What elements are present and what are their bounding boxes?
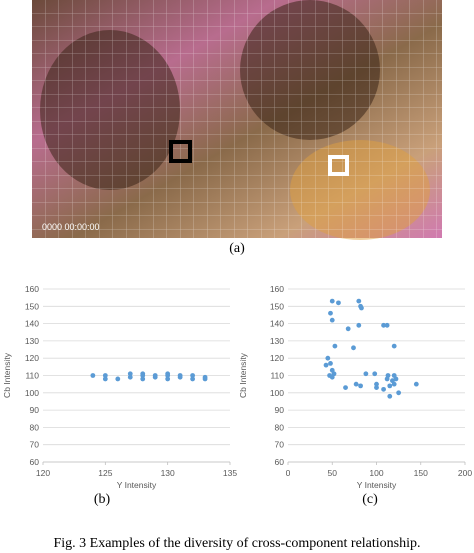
point	[329, 317, 335, 323]
point	[165, 371, 171, 377]
point	[127, 371, 133, 377]
y-tick-label: 80	[275, 422, 285, 432]
y-tick-label: 140	[270, 319, 284, 329]
point	[329, 298, 335, 304]
block-marker	[328, 155, 349, 176]
point	[165, 376, 171, 382]
y-tick-label: 110	[270, 371, 284, 381]
point	[140, 376, 146, 382]
y-tick-label: 90	[30, 405, 40, 415]
x-tick-label: 125	[98, 468, 112, 478]
x-tick-label: 200	[458, 468, 472, 478]
photo-grid	[32, 0, 442, 238]
x-axis-title: Y Intensity	[357, 480, 397, 490]
timestamp: 0000 00:00:00	[42, 222, 100, 232]
point	[190, 376, 196, 382]
point	[387, 393, 393, 399]
point	[329, 374, 335, 380]
point	[351, 345, 356, 351]
block-marker	[169, 140, 192, 163]
panel-label: (b)	[94, 492, 111, 507]
y-tick-label: 100	[25, 388, 39, 398]
y-tick-label: 80	[30, 422, 40, 432]
point	[413, 381, 419, 387]
point	[356, 298, 362, 304]
point	[387, 383, 393, 389]
point	[396, 390, 402, 396]
point	[359, 305, 364, 311]
point	[102, 373, 108, 378]
y-tick-label: 130	[270, 336, 284, 346]
point	[374, 381, 379, 387]
x-tick-label: 150	[414, 468, 428, 478]
x-tick-label: 120	[36, 468, 50, 478]
point	[358, 383, 363, 389]
point	[391, 381, 397, 387]
point	[336, 300, 341, 306]
photo: 0000 00:00:00	[32, 0, 442, 240]
point	[381, 322, 386, 328]
point	[384, 376, 390, 382]
y-tick-label: 110	[25, 371, 39, 381]
y-tick-label: 160	[25, 284, 39, 294]
point	[374, 385, 379, 391]
x-tick-label: 50	[328, 468, 338, 478]
point	[391, 343, 397, 349]
y-tick-label: 60	[275, 457, 285, 467]
y-tick-label: 100	[270, 388, 284, 398]
point	[102, 376, 108, 382]
x-axis-title: Y Intensity	[117, 480, 157, 490]
point	[381, 386, 386, 392]
y-tick-label: 150	[270, 301, 284, 311]
point	[343, 385, 348, 391]
x-tick-label: 135	[223, 468, 237, 478]
point	[115, 376, 121, 382]
y-tick-label: 90	[275, 405, 285, 415]
point	[177, 373, 183, 378]
y-tick-label: 150	[25, 301, 39, 311]
panel-label: (c)	[362, 492, 378, 507]
point	[345, 326, 351, 332]
point	[90, 373, 96, 378]
x-tick-label: 0	[286, 468, 291, 478]
y-tick-label: 120	[270, 353, 284, 363]
x-tick-label: 130	[161, 468, 175, 478]
point	[332, 343, 338, 349]
point	[325, 355, 331, 361]
y-tick-label: 130	[25, 336, 39, 346]
y-tick-label: 160	[270, 284, 284, 294]
point	[372, 371, 378, 377]
y-axis-title: Cb Intensity	[2, 352, 12, 398]
point	[152, 373, 158, 378]
point	[190, 373, 196, 378]
chart: 60 70 80 90 100 110 120 130 140 150 160 120 125 130 13…	[2, 284, 237, 507]
point	[363, 371, 369, 377]
y-tick-label: 60	[30, 457, 40, 467]
point	[328, 310, 333, 316]
point	[384, 322, 390, 328]
panel-label: (a)	[229, 241, 245, 256]
caption: Fig. 3 Examples of the diversity of cros…	[53, 536, 420, 551]
y-axis-title: Cb Intensity	[238, 352, 248, 398]
y-tick-label: 70	[275, 440, 285, 450]
point	[356, 322, 362, 328]
point	[202, 374, 208, 380]
y-tick-label: 70	[30, 440, 40, 450]
chart: 60 70 80 90 100 110 120 130 140 150 160 0 50 100 150 20…	[238, 284, 472, 507]
point	[127, 374, 133, 380]
point	[353, 381, 359, 387]
point	[328, 360, 333, 366]
x-tick-label: 100	[369, 468, 383, 478]
y-tick-label: 120	[25, 353, 39, 363]
point	[393, 376, 399, 382]
y-tick-label: 140	[25, 319, 39, 329]
point	[323, 362, 329, 368]
point	[140, 371, 146, 377]
